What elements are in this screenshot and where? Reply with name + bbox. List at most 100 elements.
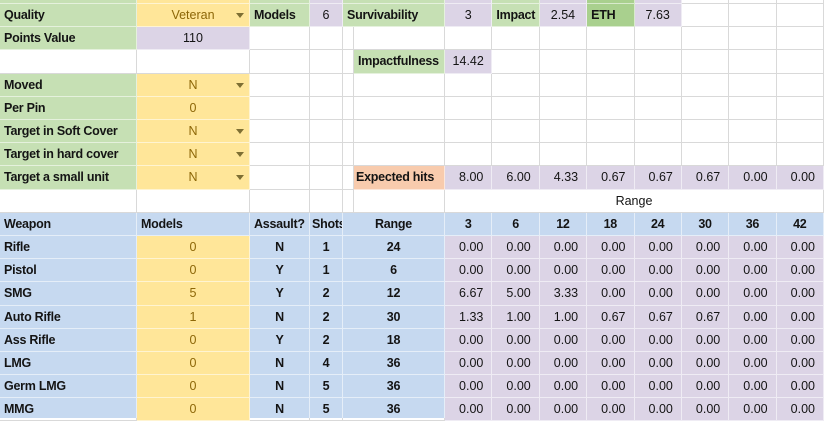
empty-cell bbox=[0, 0, 137, 4]
empty-cell bbox=[0, 189, 137, 213]
empty-cell bbox=[681, 120, 730, 144]
empty-cell bbox=[343, 120, 354, 144]
empty-cell bbox=[634, 0, 682, 4]
weapon-hit-value: 0.00 bbox=[681, 352, 730, 376]
empty-cell bbox=[776, 50, 824, 74]
weapon-hit-value: 0.00 bbox=[776, 236, 824, 260]
empty-cell bbox=[250, 120, 310, 144]
row-moved: Moved N bbox=[0, 73, 824, 97]
per-pin-input[interactable]: 0 bbox=[137, 96, 250, 120]
expected-hit-value: 4.33 bbox=[539, 166, 588, 190]
small-unit-value: N bbox=[188, 170, 198, 185]
empty-cell bbox=[354, 189, 445, 213]
weapon-hit-value: 0.00 bbox=[445, 259, 493, 283]
empty-cell bbox=[634, 50, 682, 74]
dropdown-arrow-icon[interactable] bbox=[236, 175, 244, 181]
weapon-models-input[interactable]: 1 bbox=[137, 305, 250, 329]
weapon-models-input[interactable]: 5 bbox=[137, 282, 250, 306]
weapon-hit-value: 5.00 bbox=[492, 282, 540, 306]
weapon-models-input[interactable]: 0 bbox=[137, 236, 250, 260]
row-soft-cover: Target in Soft Cover N bbox=[0, 120, 824, 144]
weapon-models-input[interactable]: 0 bbox=[137, 328, 250, 352]
weapon-models-input[interactable]: 0 bbox=[137, 259, 250, 283]
weapon-assault-value: Y bbox=[250, 328, 310, 352]
weapon-hit-value: 0.00 bbox=[492, 398, 540, 421]
expected-hit-value: 0.67 bbox=[681, 166, 730, 190]
weapon-hit-value: 0.00 bbox=[681, 236, 730, 260]
range-col-header: 42 bbox=[776, 212, 824, 236]
partial-bottom-row bbox=[0, 417, 824, 421]
empty-cell bbox=[310, 166, 343, 190]
weapon-row-auto-rifle: Auto Rifle 1 N 2 30 1.33 1.00 1.00 0.67 0.67 0.67 0… bbox=[0, 305, 824, 329]
soft-cover-dropdown[interactable]: N bbox=[137, 120, 250, 144]
range-col-header: 12 bbox=[539, 212, 588, 236]
weapon-hit-value: 0.00 bbox=[634, 328, 682, 352]
weapon-range-value: 30 bbox=[343, 305, 445, 329]
weapon-range-value: 12 bbox=[343, 282, 445, 306]
empty-cell bbox=[310, 0, 343, 4]
moved-label: Moved bbox=[0, 73, 137, 97]
empty-cell bbox=[137, 189, 250, 213]
small-unit-dropdown[interactable]: N bbox=[137, 166, 250, 190]
weapon-hit-value: 0.00 bbox=[445, 352, 493, 376]
per-pin-label: Per Pin bbox=[0, 96, 137, 120]
empty-cell bbox=[250, 189, 310, 213]
empty-cell bbox=[539, 143, 588, 167]
empty-cell bbox=[354, 27, 445, 51]
quality-dropdown[interactable]: Veteran bbox=[137, 4, 250, 28]
hard-cover-dropdown[interactable]: N bbox=[137, 143, 250, 167]
empty-cell bbox=[354, 73, 445, 97]
weapon-hit-value: 0.00 bbox=[729, 282, 777, 306]
impact-label: Impact bbox=[492, 4, 540, 28]
empty-cell bbox=[343, 50, 354, 74]
empty-cell bbox=[354, 96, 445, 120]
dropdown-arrow-icon[interactable] bbox=[236, 129, 244, 135]
empty-cell bbox=[729, 0, 777, 4]
weapon-hit-value: 0.00 bbox=[776, 259, 824, 283]
dropdown-arrow-icon[interactable] bbox=[236, 13, 244, 19]
range-col-header: 6 bbox=[492, 212, 540, 236]
weapon-hit-value: 0.00 bbox=[539, 236, 588, 260]
weapon-shots-value: 1 bbox=[310, 236, 343, 260]
empty-cell bbox=[587, 73, 635, 97]
weapon-hit-value: 0.00 bbox=[587, 236, 635, 260]
weapon-hit-value: 0.00 bbox=[776, 375, 824, 399]
weapon-shots-value: 1 bbox=[310, 259, 343, 283]
weapon-hit-value: 0.00 bbox=[587, 282, 635, 306]
expected-hit-value: 0.67 bbox=[587, 166, 635, 190]
small-unit-label: Target a small unit bbox=[0, 166, 137, 190]
weapon-models-input[interactable]: 0 bbox=[137, 352, 250, 376]
empty-cell bbox=[681, 417, 730, 421]
weapon-hit-value: 0.00 bbox=[587, 259, 635, 283]
row-small-unit-expected-hits: Target a small unit N Expected hits 8.00… bbox=[0, 166, 824, 190]
empty-cell bbox=[310, 143, 343, 167]
empty-cell bbox=[729, 417, 777, 421]
weapon-range-value: 36 bbox=[343, 352, 445, 376]
empty-cell bbox=[776, 417, 824, 421]
empty-cell bbox=[587, 50, 635, 74]
weapon-row-mmg: MMG 0 N 5 36 0.00 0.00 0.00 0.00 0.00 0.00 0.00 0.00 bbox=[0, 398, 824, 421]
quality-value: Veteran bbox=[171, 8, 215, 23]
empty-cell bbox=[310, 189, 343, 213]
empty-cell bbox=[492, 0, 540, 4]
weapon-hit-value: 0.00 bbox=[634, 259, 682, 283]
weapon-hit-value: 0.00 bbox=[539, 375, 588, 399]
row-points-value: Points Value 110 bbox=[0, 27, 824, 51]
quality-label: Quality bbox=[0, 4, 137, 28]
dropdown-arrow-icon[interactable] bbox=[236, 152, 244, 158]
moved-dropdown[interactable]: N bbox=[137, 73, 250, 97]
weapon-models-input[interactable]: 0 bbox=[137, 375, 250, 399]
weapon-hit-value: 0.00 bbox=[729, 398, 777, 421]
weapon-range-value: 6 bbox=[343, 259, 445, 283]
weapon-assault-value: Y bbox=[250, 259, 310, 283]
empty-cell bbox=[587, 417, 635, 421]
empty-cell bbox=[445, 143, 493, 167]
header-range: Range bbox=[343, 212, 445, 236]
weapon-hit-value: 0.00 bbox=[492, 352, 540, 376]
weapon-hit-value: 0.00 bbox=[587, 375, 635, 399]
dropdown-arrow-icon[interactable] bbox=[236, 82, 244, 88]
empty-cell bbox=[250, 166, 310, 190]
empty-cell bbox=[310, 73, 343, 97]
weapon-hit-value: 1.00 bbox=[492, 305, 540, 329]
weapon-shots-value: 2 bbox=[310, 282, 343, 306]
